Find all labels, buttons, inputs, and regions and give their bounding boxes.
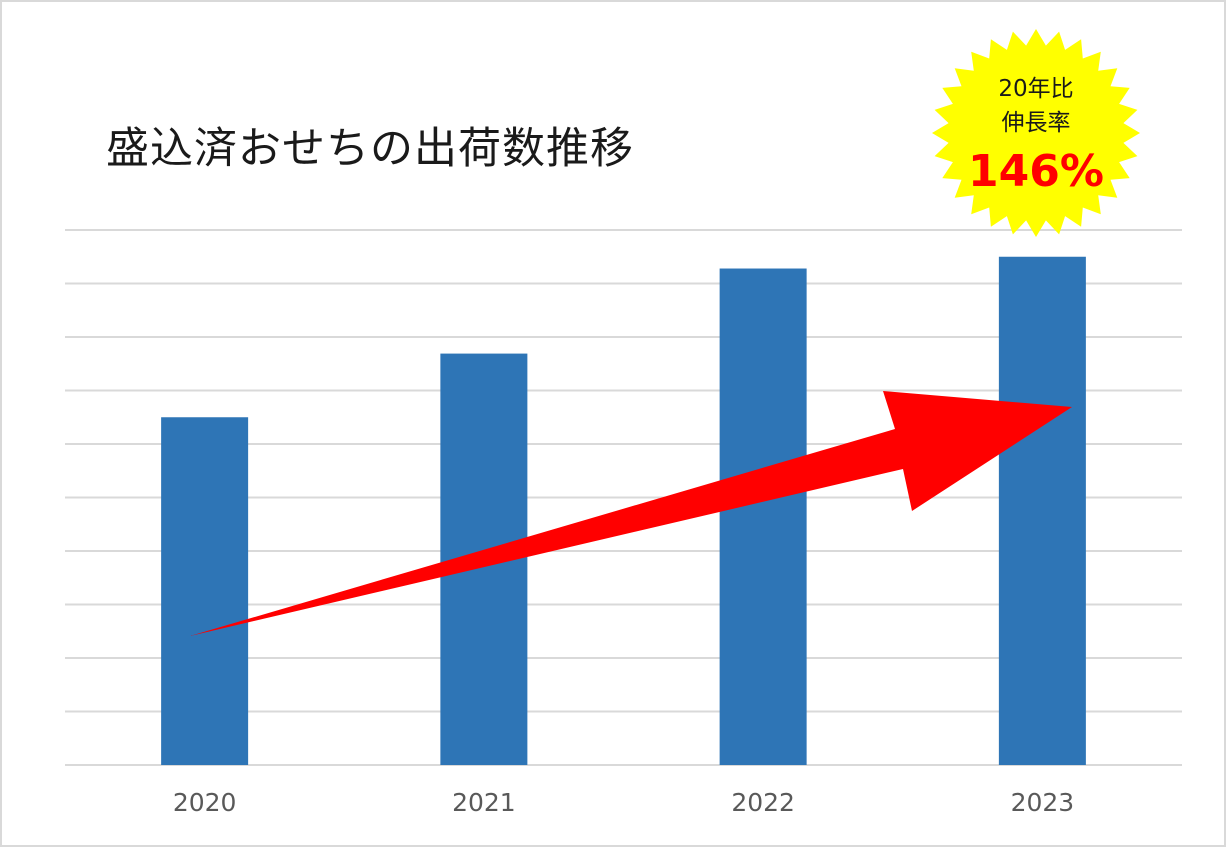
starburst-shape [932,29,1140,237]
x-tick-label-2023: 2023 [1011,788,1075,817]
badge-line-2: 伸長率 [1002,110,1071,136]
growth-arrow [190,391,1072,636]
chart-title: 盛込済おせちの出荷数推移 [106,124,634,174]
x-tick-label-2022: 2022 [731,788,795,817]
x-tick-label-2021: 2021 [452,788,516,817]
x-axis-labels: 2020 2021 2022 2023 [173,788,1074,817]
badge-value: 146% [968,146,1104,197]
x-tick-label-2020: 2020 [173,788,237,817]
bar-2023 [998,256,1086,765]
badge-line-1: 20年比 [998,76,1073,102]
growth-rate-badge: 20年比 伸長率 146% [932,29,1140,237]
bar-2020 [161,417,249,765]
bar-2022 [719,268,807,765]
gridlines [65,229,1182,766]
